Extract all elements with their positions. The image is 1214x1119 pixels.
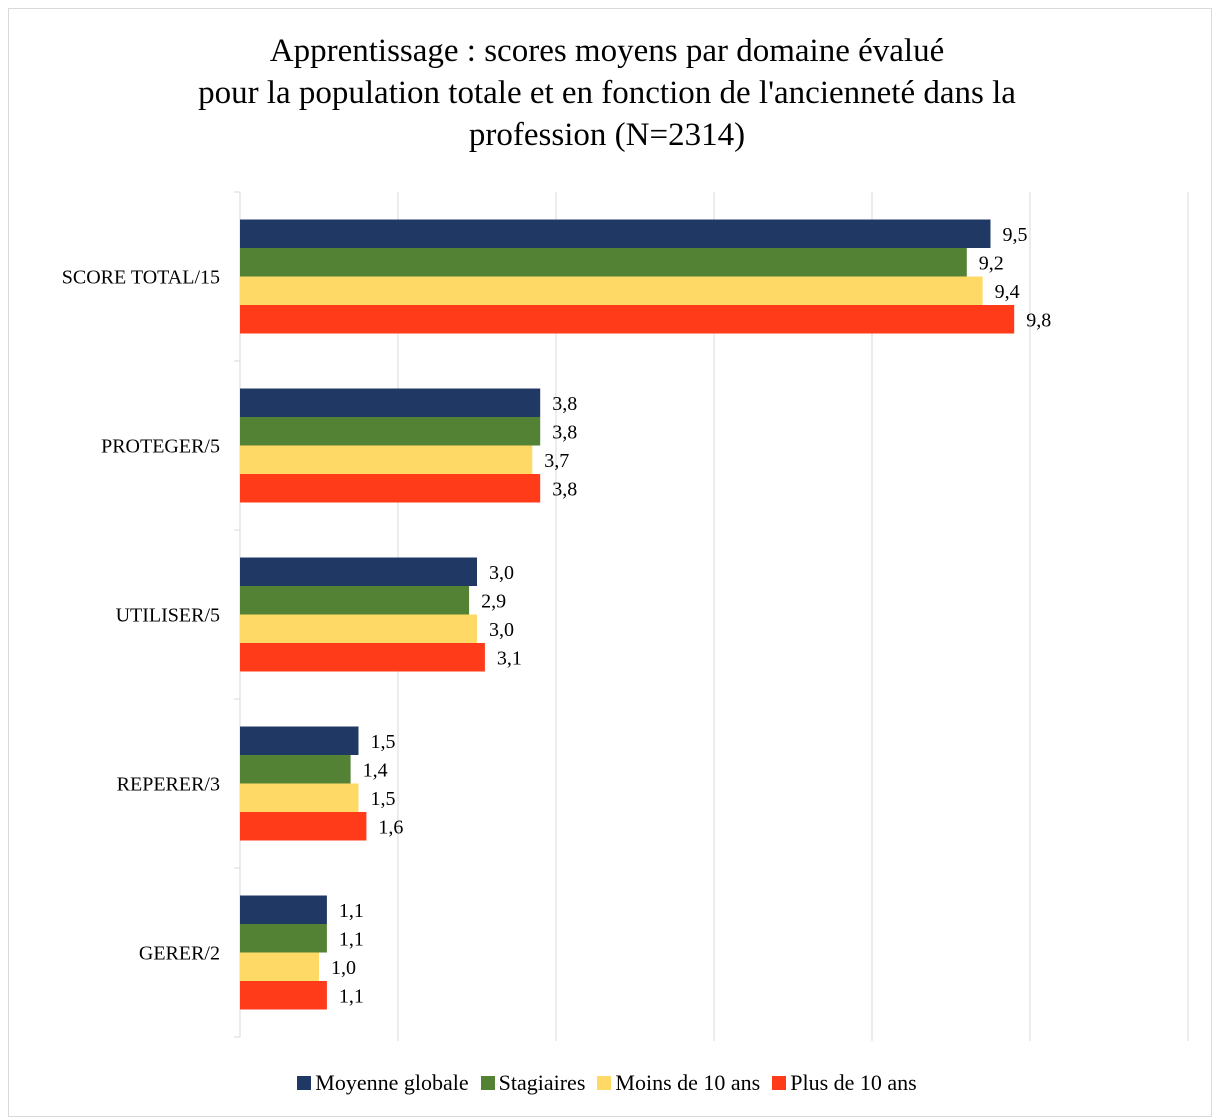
- chart-frame: [8, 8, 1212, 1117]
- legend-label: Moins de 10 ans: [615, 1070, 761, 1095]
- data-label: 3,1: [497, 647, 522, 669]
- data-label: 1,1: [339, 928, 364, 950]
- legend-label: Stagiaires: [498, 1070, 586, 1095]
- data-label: 1,1: [339, 985, 364, 1007]
- bar: [240, 783, 359, 812]
- data-label: 9,8: [1026, 309, 1051, 331]
- bar: [240, 445, 533, 474]
- legend-label: Moyenne globale: [315, 1070, 469, 1095]
- data-label: 1,5: [371, 788, 396, 810]
- data-label: 1,0: [331, 957, 356, 979]
- bar: [240, 812, 367, 841]
- data-label: 3,8: [552, 478, 577, 500]
- data-label: 9,2: [979, 252, 1004, 274]
- data-label: 3,8: [552, 421, 577, 443]
- data-label: 1,6: [378, 816, 403, 838]
- category-label: GERER/2: [139, 943, 220, 965]
- bar: [240, 755, 351, 784]
- legend: Moyenne globale Stagiaires Moins de 10 ans…: [0, 1070, 1214, 1096]
- bar: [240, 952, 319, 981]
- legend-label: Plus de 10 ans: [790, 1070, 917, 1095]
- bar: [240, 586, 470, 615]
- chart-title: Apprentissage : scores moyens par domain…: [0, 30, 1214, 156]
- bar: [240, 219, 991, 248]
- category-label: REPERER/3: [117, 774, 220, 796]
- legend-swatch: [597, 1076, 612, 1090]
- legend-item: Stagiaires: [480, 1070, 586, 1096]
- data-label: 1,5: [371, 731, 396, 753]
- bar: [240, 474, 541, 503]
- data-label: 1,4: [363, 759, 388, 781]
- bar: [240, 924, 327, 953]
- bar: [240, 417, 541, 446]
- legend-item: Moyenne globale: [297, 1070, 469, 1096]
- bar: [240, 895, 327, 924]
- data-label: 2,9: [481, 590, 506, 612]
- bar: [240, 726, 359, 755]
- chart-title-line-2: pour la population totale et en fonction…: [198, 75, 1016, 111]
- bar: [240, 388, 541, 417]
- data-label: 3,0: [489, 619, 514, 641]
- legend-swatch: [480, 1076, 495, 1090]
- bar: [240, 276, 983, 305]
- category-label: PROTEGER/5: [101, 436, 220, 458]
- bar: [240, 643, 485, 672]
- data-label: 3,7: [544, 450, 569, 472]
- data-label: 9,5: [1003, 224, 1028, 246]
- chart-title-line-3: profession (N=2314): [468, 117, 746, 153]
- bar: [240, 305, 1015, 334]
- bar: [240, 557, 477, 586]
- category-label: SCORE TOTAL/15: [62, 267, 220, 289]
- plot-area: SCORE TOTAL/15 9,5 9,2 9,4 9,8 PROTEGER/5 3,8 3…: [62, 191, 1189, 1041]
- legend-item: Moins de 10 ans: [597, 1070, 760, 1096]
- bar: [240, 614, 477, 643]
- data-label: 3,8: [552, 393, 577, 415]
- category-label: UTILISER/5: [116, 605, 220, 627]
- legend-swatch: [297, 1076, 312, 1090]
- bar: [240, 981, 327, 1010]
- data-label: 3,0: [489, 562, 514, 584]
- chart-title-line-1: Apprentissage : scores moyens par domain…: [269, 33, 945, 69]
- bar: [240, 248, 967, 277]
- legend-item: Plus de 10 ans: [772, 1070, 917, 1096]
- data-label: 9,4: [995, 281, 1020, 303]
- legend-swatch: [772, 1076, 787, 1090]
- data-label: 1,1: [339, 900, 364, 922]
